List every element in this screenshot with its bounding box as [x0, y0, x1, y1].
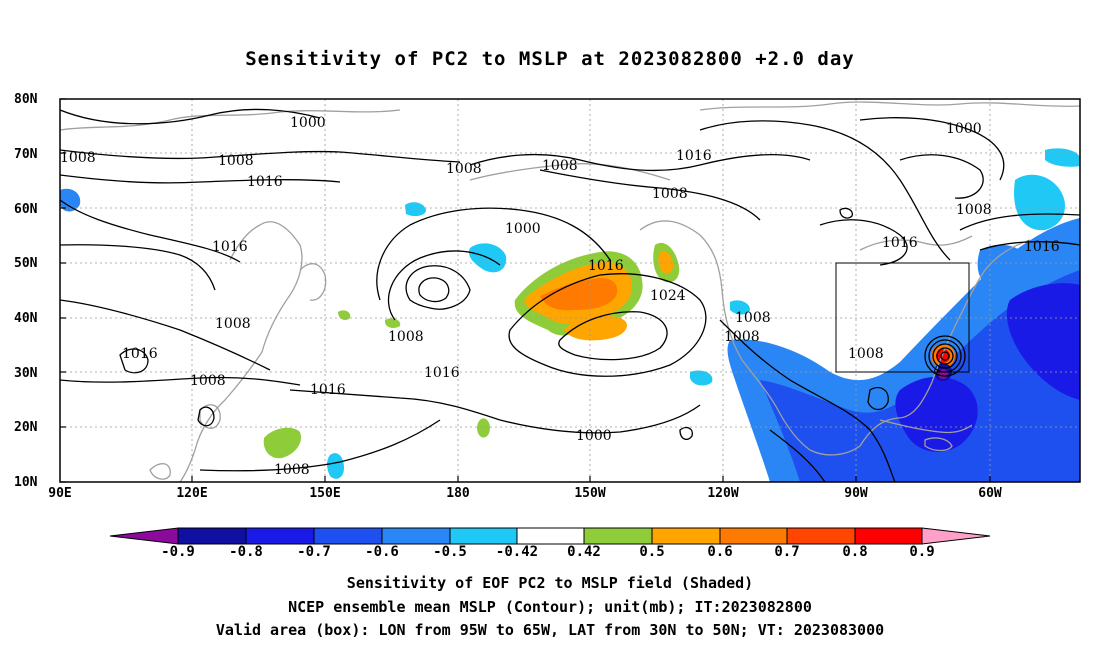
contour-label: 1016 [310, 382, 346, 398]
valid-area-box [835, 262, 970, 373]
contour-label: 1000 [576, 428, 612, 444]
map-border [59, 98, 1081, 483]
lon-label-120e: 120E [176, 486, 208, 501]
contour-label: 1016 [1024, 239, 1060, 255]
colorbar-tri-left [109, 527, 179, 545]
lat-label-60n: 60N [14, 202, 38, 217]
lon-label-60w: 60W [978, 486, 1002, 501]
contour-label: 1008 [274, 462, 310, 478]
colorbar-cell [651, 527, 721, 545]
colorbar-cell [245, 527, 315, 545]
lat-label-20n: 20N [14, 420, 38, 435]
colorbar-cell [313, 527, 383, 545]
sensitivity-shading [60, 148, 1080, 482]
lon-label-90w: 90W [844, 486, 868, 501]
colorbar-label: 0.8 [842, 544, 868, 560]
contour-label: 1008 [215, 316, 251, 332]
footer-line-2: NCEP ensemble mean MSLP (Contour); unit(… [288, 598, 812, 616]
lat-label-10n: 10N [14, 475, 38, 490]
colorbar-cell [854, 527, 923, 545]
lon-label-90e: 90E [48, 486, 72, 501]
contour-label: 1008 [652, 186, 688, 202]
colorbar-label: -0.42 [495, 544, 539, 560]
contour-label: 1008 [388, 329, 424, 345]
colorbar-label: 0.42 [567, 544, 601, 560]
colorbar-label: -0.6 [365, 544, 399, 560]
lon-label-150e: 150E [309, 486, 341, 501]
lat-label-40n: 40N [14, 311, 38, 326]
colorbar-label: 0.7 [774, 544, 800, 560]
lat-label-80n: 80N [14, 92, 38, 107]
axis-ticks [60, 98, 991, 483]
colorbar-label: 0.6 [707, 544, 733, 560]
contour-label: 1000 [505, 221, 541, 237]
lat-label-70n: 70N [14, 147, 38, 162]
lon-label-120w: 120W [707, 486, 739, 501]
contour-label: 1000 [946, 121, 982, 137]
contour-labels: 1000 1008 1016 1008 1016 1008 1016 1008 … [60, 115, 1060, 478]
footer-line-1: Sensitivity of EOF PC2 to MSLP field (Sh… [346, 574, 754, 592]
contour-label: 1016 [122, 346, 158, 362]
lon-label-150w: 150W [574, 486, 606, 501]
footer-line-3: Valid area (box): LON from 95W to 65W, L… [215, 621, 885, 639]
contour-label: 1008 [956, 202, 992, 218]
colorbar-cell [177, 527, 247, 545]
contour-label: 1016 [882, 235, 918, 251]
colorbar-cell [786, 527, 856, 545]
contour-label: 1016 [424, 365, 460, 381]
contour-label: 1016 [588, 258, 624, 274]
lon-label-180: 180 [446, 486, 470, 501]
chart-title: Sensitivity of PC2 to MSLP at 2023082800… [245, 48, 855, 70]
colorbar-label: -0.5 [433, 544, 467, 560]
colorbar-tri-right [921, 527, 991, 545]
lat-label-30n: 30N [14, 366, 38, 381]
contour-label: 1008 [735, 310, 771, 326]
colorbar-label: 0.5 [639, 544, 665, 560]
colorbar-label: -0.7 [297, 544, 331, 560]
mslp-contours [60, 108, 1080, 482]
contour-label: 1016 [676, 148, 712, 164]
contour-label: 1000 [290, 115, 326, 131]
contour-label: 1016 [247, 174, 283, 190]
contour-label: 1008 [218, 153, 254, 169]
contour-label: 1008 [848, 346, 884, 362]
contour-label: 1008 [60, 150, 96, 166]
colorbar [109, 527, 991, 545]
colorbar-label: 0.9 [909, 544, 935, 560]
contour-label: 1024 [650, 288, 686, 304]
lat-label-50n: 50N [14, 256, 38, 271]
colorbar-cell [719, 527, 788, 545]
contour-label: 1008 [542, 158, 578, 174]
colorbar-cell [583, 527, 653, 545]
colorbar-label: -0.9 [161, 544, 195, 560]
contour-label: 1016 [212, 239, 248, 255]
colorbar-cell [449, 527, 518, 545]
colorbar-cell [381, 527, 451, 545]
contour-label: 1008 [724, 329, 760, 345]
colorbar-cell [516, 527, 585, 545]
contour-label: 1008 [446, 161, 482, 177]
colorbar-label: -0.8 [229, 544, 263, 560]
contour-label: 1008 [190, 373, 226, 389]
